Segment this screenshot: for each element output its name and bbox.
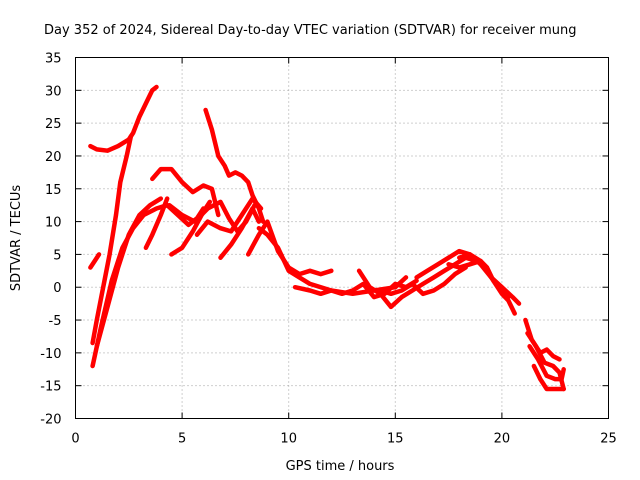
chart-title: Day 352 of 2024, Sidereal Day-to-day VTE… bbox=[44, 23, 577, 38]
series-line-pass-14 bbox=[256, 225, 409, 297]
series-line-pass-6 bbox=[150, 166, 221, 218]
series-line-pass-20 bbox=[457, 252, 522, 306]
y-tick-label: -10 bbox=[40, 347, 61, 362]
y-tick-label: 10 bbox=[45, 216, 62, 231]
y-tick-label: 5 bbox=[53, 248, 61, 263]
y-tick-label: 0 bbox=[53, 281, 61, 296]
x-tick-label: 15 bbox=[387, 432, 404, 447]
series-line-pass-18 bbox=[414, 248, 517, 316]
x-tick-label: 20 bbox=[494, 432, 511, 447]
series-line-pass-5 bbox=[94, 196, 164, 349]
series-layer bbox=[88, 84, 566, 392]
series-line-pass-2 bbox=[90, 134, 134, 346]
y-tick-label: 15 bbox=[45, 183, 62, 198]
y-axis-title: SDTVAR / TECUs bbox=[9, 185, 24, 292]
x-tick-label: 0 bbox=[71, 432, 79, 447]
y-tick-label: 25 bbox=[45, 117, 62, 132]
tick-layer: 0 5 10 15 20 25 -20 -15 -10 -5 0 5 10 15 20 25 30 35 bbox=[40, 52, 617, 447]
series-line-pass-17 bbox=[378, 265, 468, 297]
plot-frame bbox=[75, 57, 609, 419]
y-tick-label: 20 bbox=[45, 150, 62, 165]
series-line-pass-4 bbox=[88, 252, 102, 270]
series-line-pass-23 bbox=[527, 344, 566, 382]
series-line-pass-3 bbox=[90, 202, 206, 369]
series-line-pass-24 bbox=[531, 363, 566, 392]
series-line-pass-11 bbox=[194, 196, 264, 237]
series-line-pass-7 bbox=[143, 196, 170, 251]
x-tick-label: 10 bbox=[280, 432, 297, 447]
series-line-pass-1 bbox=[88, 84, 159, 153]
x-tick-label: 25 bbox=[600, 432, 617, 447]
x-tick-label: 5 bbox=[178, 432, 186, 447]
x-axis-title: GPS time / hours bbox=[286, 459, 395, 474]
y-tick-label: -5 bbox=[49, 314, 62, 329]
series-line-pass-15 bbox=[292, 278, 419, 300]
y-tick-label: 35 bbox=[45, 52, 62, 67]
grid-layer bbox=[75, 57, 609, 419]
series-line-pass-12 bbox=[218, 206, 262, 260]
y-tick-label: 30 bbox=[45, 84, 62, 99]
y-tick-label: -15 bbox=[40, 380, 61, 395]
y-tick-label: -20 bbox=[40, 413, 61, 428]
